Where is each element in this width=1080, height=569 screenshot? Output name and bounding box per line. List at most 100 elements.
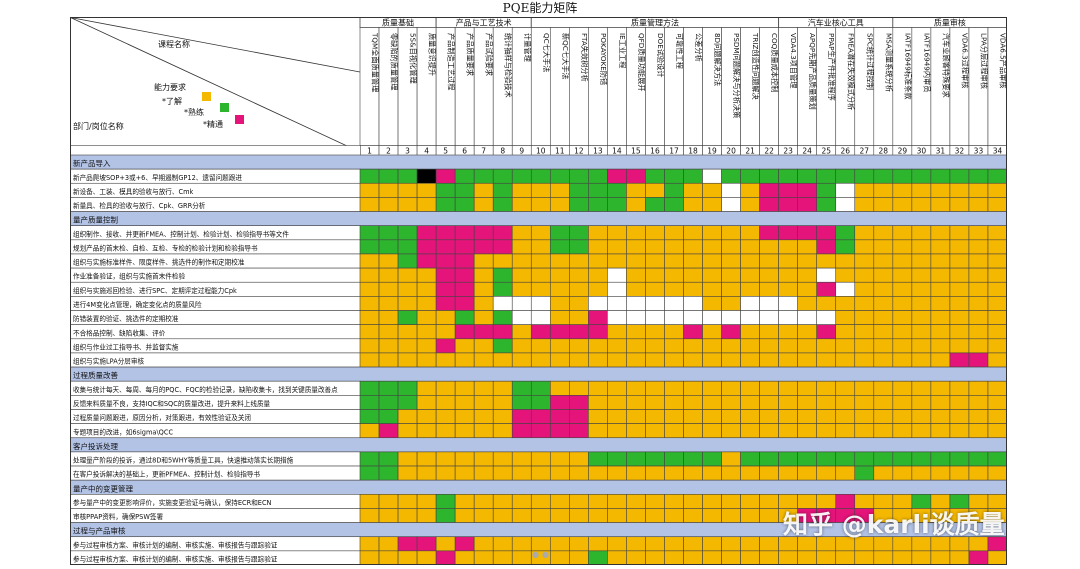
matrix-cell	[683, 465, 703, 481]
matrix-cell	[435, 451, 456, 467]
matrix-cell	[492, 550, 513, 565]
matrix-cell	[454, 536, 475, 552]
matrix-cell	[911, 550, 932, 565]
matrix-cell	[683, 267, 703, 283]
matrix-cell	[683, 168, 703, 184]
matrix-cell	[664, 409, 684, 424]
matrix-cell	[911, 267, 932, 283]
course-number: 11	[555, 147, 565, 156]
group-header-label: 质量基础	[382, 18, 414, 28]
matrix-cell	[473, 225, 494, 241]
matrix-cell	[473, 197, 494, 212]
matrix-cell	[949, 395, 970, 410]
matrix-cell	[569, 281, 589, 297]
matrix-cell	[816, 451, 837, 467]
matrix-cell	[759, 267, 779, 283]
matrix-cell	[569, 423, 589, 439]
course-name: 质量意识提升	[428, 33, 437, 76]
matrix-cell	[797, 267, 818, 283]
matrix-cell	[721, 324, 741, 340]
matrix-cell	[588, 253, 608, 269]
matrix-cell	[797, 451, 818, 467]
matrix-cell	[987, 423, 1007, 439]
matrix-cell	[683, 409, 703, 424]
matrix-cell	[645, 182, 665, 198]
matrix-cell	[854, 380, 875, 396]
matrix-cell	[968, 168, 989, 184]
course-name: QC七大手法	[542, 33, 551, 72]
matrix-cell	[873, 267, 894, 283]
matrix-cell	[873, 182, 894, 198]
matrix-cell	[968, 338, 989, 354]
matrix-cell	[816, 465, 837, 481]
course-number: 6	[462, 147, 467, 156]
matrix-cell	[854, 168, 875, 184]
matrix-cell	[492, 465, 513, 481]
matrix-cell	[397, 352, 418, 368]
matrix-cell	[740, 423, 760, 439]
matrix-cell	[873, 281, 894, 297]
matrix-cell	[397, 324, 418, 340]
matrix-cell	[473, 380, 494, 396]
matrix-cell	[854, 296, 875, 311]
matrix-cell	[721, 225, 741, 241]
matrix-cell	[740, 451, 760, 467]
matrix-cell	[835, 225, 856, 241]
matrix-cell	[492, 352, 513, 368]
matrix-cell	[511, 536, 532, 552]
matrix-cell	[645, 296, 665, 311]
matrix-cell	[378, 550, 399, 565]
matrix-cell	[435, 536, 456, 552]
matrix-cell	[645, 380, 665, 396]
matrix-cell	[359, 536, 380, 552]
matrix-cell	[397, 338, 418, 354]
course-number: 2	[386, 147, 391, 156]
matrix-cell	[873, 409, 894, 424]
matrix-cell	[816, 338, 837, 354]
matrix-cell	[588, 197, 608, 212]
course-name: 新QC七大手法	[561, 33, 570, 80]
matrix-cell	[454, 324, 475, 340]
matrix-cell	[873, 338, 894, 354]
matrix-cell	[435, 182, 456, 198]
matrix-cell	[911, 253, 932, 269]
matrix-cell	[530, 296, 551, 311]
matrix-cell	[416, 352, 437, 368]
course-name: 公差分析	[694, 33, 703, 62]
matrix-cell	[511, 324, 532, 340]
matrix-cell	[416, 380, 437, 396]
matrix-cell	[740, 338, 760, 354]
matrix-cell	[911, 338, 932, 354]
matrix-cell	[626, 338, 646, 354]
matrix-cell	[854, 310, 875, 325]
matrix-cell	[759, 465, 779, 481]
course-name: 5S&目视化管理	[409, 33, 418, 84]
matrix-cell	[835, 239, 856, 255]
matrix-cell	[435, 423, 456, 439]
matrix-cell	[702, 310, 722, 325]
matrix-cell	[683, 225, 703, 241]
matrix-cell	[530, 451, 551, 467]
matrix-cell	[492, 508, 513, 523]
matrix-cell	[911, 281, 932, 297]
matrix-cell	[854, 324, 875, 340]
matrix-cell	[930, 338, 951, 354]
matrix-cell	[759, 338, 779, 354]
matrix-cell	[759, 395, 779, 410]
matrix-cell	[588, 423, 608, 439]
matrix-cell	[359, 239, 380, 255]
matrix-cell	[607, 380, 627, 396]
matrix-cell	[416, 465, 437, 481]
matrix-cell	[702, 423, 722, 439]
matrix-cell	[854, 239, 875, 255]
matrix-cell	[930, 451, 951, 467]
matrix-cell	[397, 225, 418, 241]
matrix-cell	[873, 225, 894, 241]
matrix-cell	[511, 395, 532, 410]
matrix-cell	[454, 352, 475, 368]
matrix-cell	[892, 324, 913, 340]
matrix-cell	[721, 409, 741, 424]
matrix-cell	[987, 324, 1007, 340]
group-header-label: 产品与工艺技术	[456, 18, 512, 28]
matrix-cell	[797, 380, 818, 396]
